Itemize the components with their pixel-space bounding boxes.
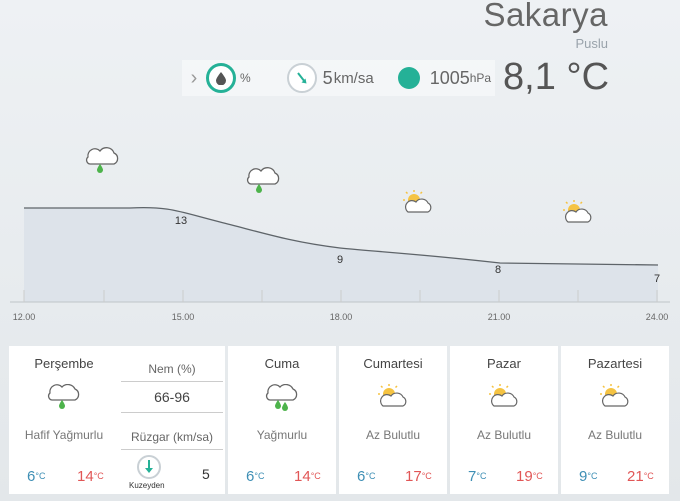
wind-value: 5	[322, 67, 333, 88]
forecast-card-day[interactable]: Pazartesi Az Bulutlu 9°C 21°C	[561, 346, 669, 494]
min-temp: 6°C	[27, 468, 46, 485]
daily-forecast: Perşembe Hafif Yağmurlu 6°C 14°C Nem (%)…	[9, 346, 669, 494]
max-temp: 19°C	[516, 468, 543, 485]
pressure-icon	[396, 65, 422, 91]
data-label: 8	[495, 264, 501, 276]
forecast-card-day[interactable]: Pazar Az Bulutlu 7°C 19°C	[450, 346, 558, 494]
condition-text: Puslu	[575, 36, 608, 51]
min-temp: 6°C	[357, 468, 376, 485]
max-temp: 14°C	[294, 468, 321, 485]
min-temp: 7°C	[468, 468, 487, 485]
forecast-card-day[interactable]: Cumartesi Az Bulutlu 6°C 17°C	[339, 346, 447, 494]
weather-desc: Hafif Yağmurlu	[24, 428, 104, 442]
current-temperature: 8,1 °C	[503, 56, 610, 98]
wind-speed: 5	[202, 466, 210, 482]
sun-cloud-icon	[563, 200, 592, 223]
divider	[121, 449, 223, 450]
data-label: 7	[654, 273, 660, 285]
sun-cloud-icon	[378, 384, 407, 407]
sun-cloud-icon	[489, 384, 518, 407]
wind-direction-icon	[137, 455, 161, 479]
current-readings-bar: › % 5 km/sa 1005 hPa	[182, 60, 495, 96]
x-tick-label: 24.00	[646, 312, 669, 322]
max-temp: 14°C	[77, 468, 104, 485]
day-name: Pazar	[487, 356, 521, 371]
pressure-value: 1005	[429, 67, 470, 88]
data-label: 13	[175, 215, 187, 227]
chevron-right-icon[interactable]: ›	[190, 66, 198, 89]
forecast-card-today[interactable]: Perşembe Hafif Yağmurlu 6°C 14°C Nem (%)…	[9, 346, 225, 494]
data-label: 9	[337, 254, 343, 266]
sun-cloud-icon	[600, 384, 629, 407]
max-temp: 21°C	[627, 468, 654, 485]
x-tick-label: 18.00	[330, 312, 353, 322]
weather-desc: Az Bulutlu	[587, 428, 643, 442]
day-name: Pazartesi	[587, 356, 643, 371]
sun-cloud-icon	[403, 190, 432, 213]
cloud-rain-icon	[265, 384, 298, 411]
pressure-unit: hPa	[469, 71, 492, 85]
humidity-label: Nem (%)	[148, 362, 196, 376]
weather-desc: Az Bulutlu	[476, 428, 532, 442]
min-temp: 6°C	[246, 468, 265, 485]
cloud-rain-icon	[85, 147, 119, 173]
humidity-unit: %	[240, 71, 251, 85]
max-temp: 17°C	[405, 468, 432, 485]
x-tick-label: 12.00	[13, 312, 36, 322]
wind-unit: km/sa	[333, 69, 374, 87]
divider	[121, 381, 223, 382]
temperature-area	[24, 207, 658, 302]
x-tick-label: 21.00	[488, 312, 511, 322]
hourly-temperature-chart: 12.00 15.00 18.00 21.00 24.00 13 9 8 7	[10, 147, 670, 322]
day-name: Cuma	[264, 356, 300, 371]
wind-direction-text: Kuzeyden	[129, 481, 165, 490]
day-name: Cumartesi	[363, 356, 423, 371]
cloud-rain-icon	[47, 384, 80, 409]
temperature-line	[24, 206, 659, 266]
humidity-range: 66-96	[154, 389, 190, 405]
x-axis-ticks	[23, 290, 658, 302]
min-temp: 9°C	[579, 468, 598, 485]
forecast-card-day[interactable]: Cuma Yağmurlu 6°C 14°C	[228, 346, 336, 494]
wind-direction-icon	[286, 63, 317, 93]
humidity-drop-icon	[206, 63, 236, 93]
weather-desc: Az Bulutlu	[365, 428, 421, 442]
city-name: Sakarya	[483, 0, 608, 33]
cloud-rain-icon	[246, 167, 280, 193]
wind-label: Rüzgar (km/sa)	[130, 430, 213, 444]
x-tick-label: 15.00	[172, 312, 195, 322]
day-name: Perşembe	[34, 356, 94, 371]
weather-desc: Yağmurlu	[256, 428, 308, 442]
divider	[121, 412, 223, 413]
